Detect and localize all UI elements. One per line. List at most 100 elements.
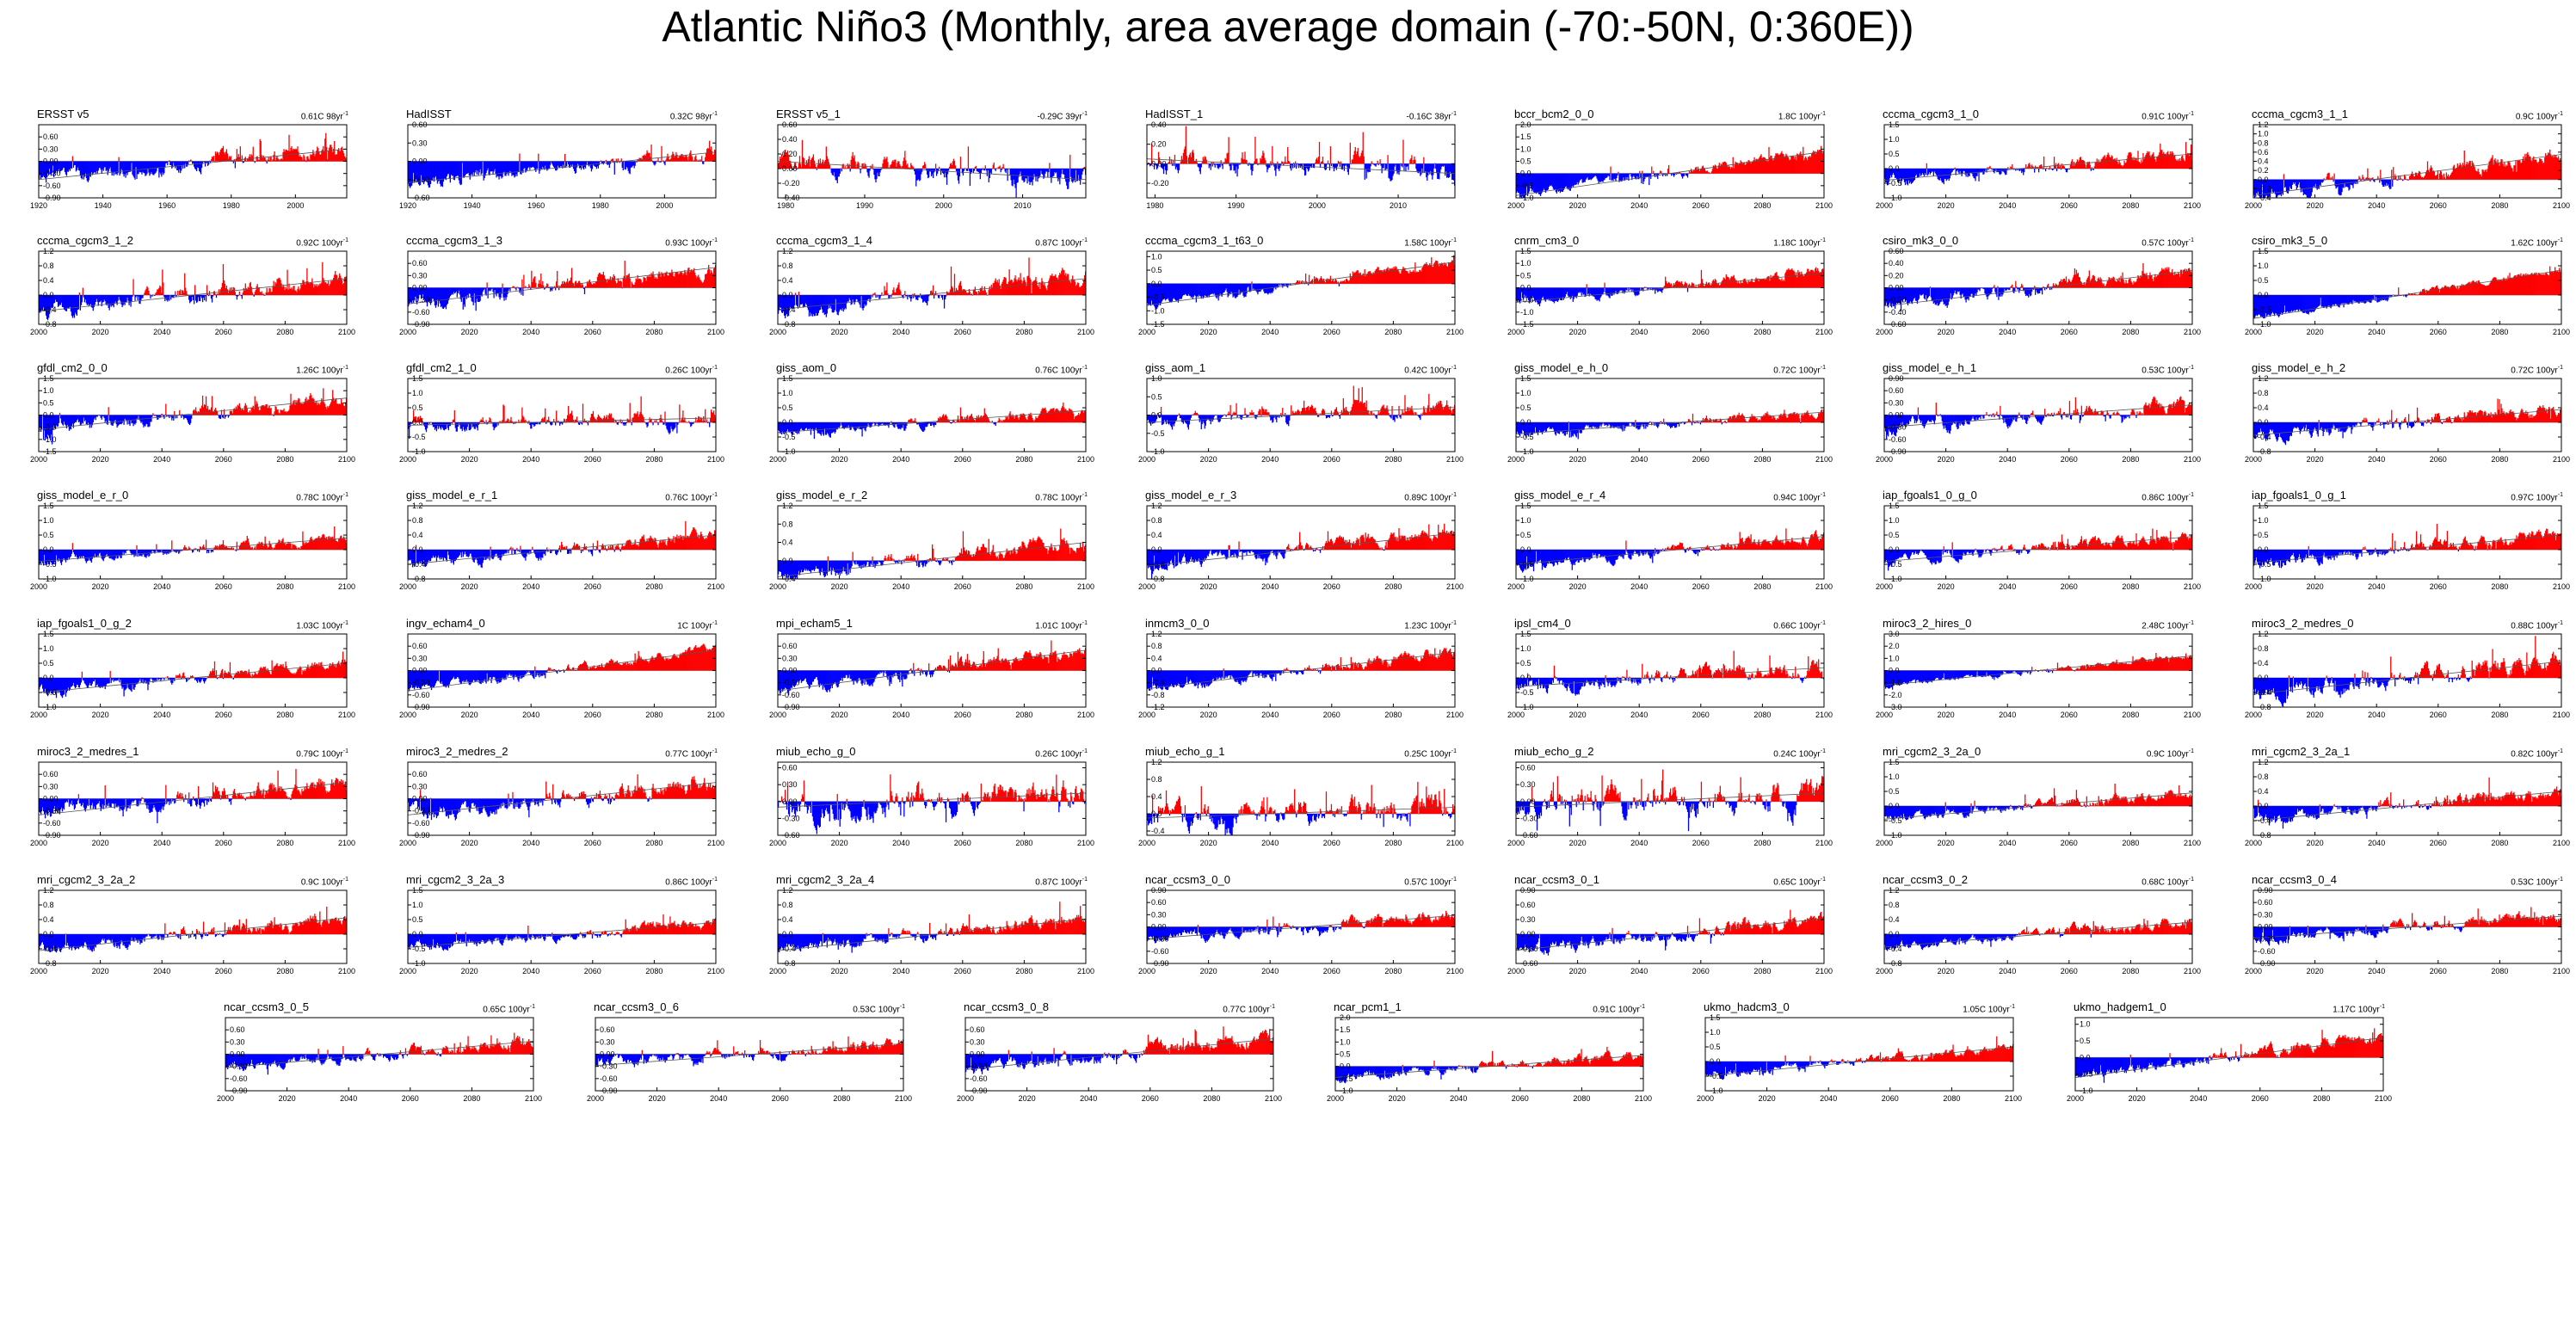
data-bar [109, 295, 111, 305]
data-bar [77, 161, 80, 170]
data-bar [1409, 270, 1411, 284]
data-bar [1677, 173, 1679, 175]
data-bar [1044, 282, 1045, 295]
data-bar [2521, 162, 2523, 180]
data-bar [1423, 157, 1425, 164]
data-bar [1544, 287, 1547, 302]
data-bar [1804, 157, 1806, 174]
data-bar [411, 287, 414, 301]
data-bar [1451, 260, 1453, 284]
data-bar [2488, 161, 2490, 180]
data-bar [1019, 169, 1020, 175]
trend-exponent: -1 [2189, 111, 2194, 117]
data-bar [708, 148, 710, 162]
data-bar [783, 151, 786, 169]
data-bar [934, 291, 937, 295]
data-bar [856, 295, 858, 300]
data-bar [589, 161, 591, 166]
data-bar [327, 283, 329, 295]
data-bar [2451, 171, 2453, 180]
data-bar [169, 294, 171, 296]
data-bar [117, 161, 119, 174]
data-bar [78, 292, 81, 295]
data-bar [509, 287, 511, 292]
data-bar [410, 161, 413, 186]
data-bar [1077, 169, 1079, 182]
data-bar [1579, 287, 1581, 293]
y-tick-label: 1.5 [1889, 120, 1900, 129]
data-bar [2291, 179, 2294, 185]
data-bar [491, 161, 493, 171]
data-bar [2413, 176, 2415, 180]
data-bar [2009, 287, 2011, 290]
data-bar [1322, 157, 1324, 164]
data-bar [333, 148, 335, 162]
data-bar [191, 295, 193, 302]
data-bar [537, 287, 539, 288]
data-bar [1193, 161, 1195, 164]
data-bar [2027, 166, 2029, 169]
data-bar [2178, 158, 2179, 169]
data-bar [174, 161, 176, 166]
data-bar [541, 161, 543, 170]
data-bar [830, 169, 832, 173]
data-bar [533, 277, 535, 288]
data-bar [825, 295, 827, 317]
data-bar [1196, 283, 1198, 297]
data-bar [1541, 173, 1544, 193]
data-bar [1759, 279, 1761, 288]
data-bar [1186, 283, 1189, 296]
data-bar [2150, 157, 2152, 169]
data-bar [1252, 163, 1254, 171]
data-bar [296, 149, 298, 162]
data-bar [83, 161, 84, 180]
data-bar [1539, 287, 1542, 304]
data-bar [2256, 179, 2259, 194]
data-bar [1341, 280, 1344, 284]
data-bar [535, 282, 537, 288]
data-bar [1981, 169, 1983, 173]
data-bar [1165, 283, 1168, 300]
data-bar [65, 161, 68, 176]
data-bar [638, 278, 640, 288]
data-bar [2378, 178, 2380, 180]
data-bar [2015, 280, 2017, 288]
data-bar [1054, 169, 1056, 172]
data-bar [1323, 280, 1326, 284]
data-bar [2347, 179, 2349, 188]
data-bar [898, 161, 900, 169]
data-bar [1916, 287, 1919, 305]
data-bar [1332, 163, 1334, 167]
data-bar [441, 161, 444, 188]
data-bar [1008, 269, 1010, 295]
data-bar [848, 163, 850, 169]
data-bar [1662, 173, 1664, 176]
data-bar [711, 270, 712, 288]
data-bar [2182, 155, 2184, 169]
data-bar [2017, 169, 2018, 171]
data-bar [952, 287, 954, 295]
y-tick-label: -0.30 [43, 169, 61, 178]
data-bar [830, 295, 832, 309]
data-bar [1987, 169, 1989, 170]
data-bar [129, 161, 131, 172]
x-tick-label: 2080 [276, 328, 293, 336]
data-bar [1317, 280, 1320, 284]
data-bar [1739, 283, 1741, 288]
data-bar [447, 161, 450, 174]
data-bar [890, 164, 891, 169]
data-bar [628, 273, 630, 288]
data-bar [1895, 287, 1897, 305]
data-bar [876, 294, 878, 296]
data-bar [613, 161, 615, 175]
data-bar [2022, 169, 2024, 172]
data-bar [1306, 282, 1309, 284]
x-tick-label: 2060 [215, 328, 232, 336]
data-bar [185, 161, 187, 164]
data-bar [1558, 173, 1561, 191]
data-bar [2543, 163, 2545, 180]
data-bar [1928, 169, 1930, 173]
data-bar [1444, 262, 1445, 284]
data-bar [1065, 169, 1067, 182]
data-bar [2265, 179, 2268, 196]
